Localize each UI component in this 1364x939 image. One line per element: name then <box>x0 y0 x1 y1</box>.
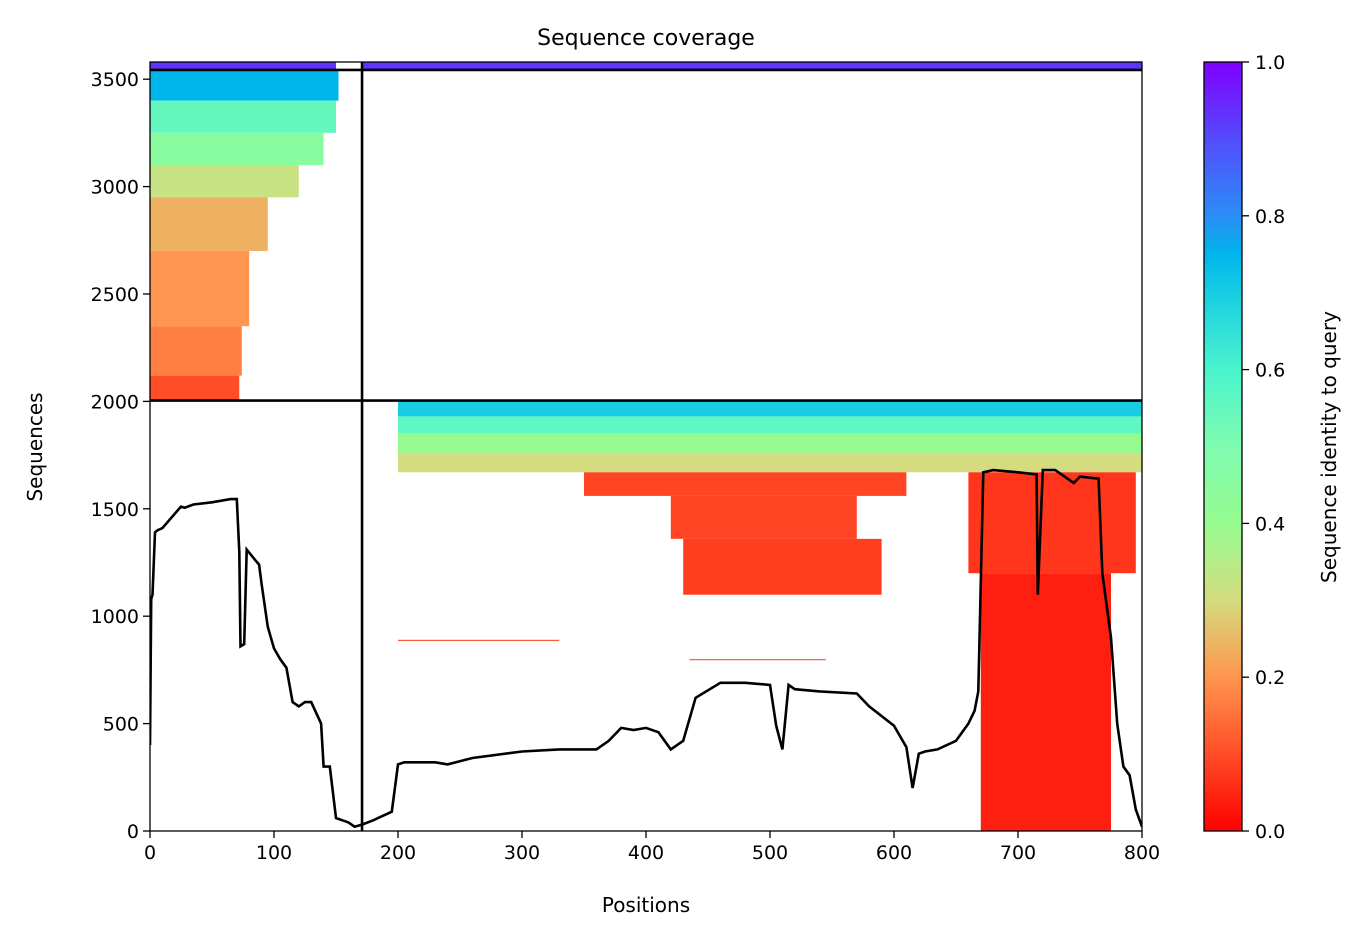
colorbar-tick-label: 0.6 <box>1255 360 1285 382</box>
y-tick-label: 3000 <box>91 177 139 199</box>
coverage-block <box>398 433 1142 453</box>
x-tick-label: 500 <box>752 842 788 864</box>
chart-title: Sequence coverage <box>537 26 755 51</box>
y-tick-label: 1500 <box>91 499 139 521</box>
x-tick-label: 300 <box>504 842 540 864</box>
y-tick-label: 2500 <box>91 284 139 306</box>
coverage-block <box>150 100 336 133</box>
x-axis-label: Positions <box>602 893 690 917</box>
coverage-block <box>150 197 268 252</box>
x-tick-label: 200 <box>380 842 416 864</box>
colorbar-tick-label: 0.2 <box>1255 667 1285 689</box>
coverage-block <box>150 326 242 376</box>
x-tick-label: 100 <box>256 842 292 864</box>
colorbar-tick-label: 0.0 <box>1255 821 1285 843</box>
x-tick-label: 800 <box>1124 842 1160 864</box>
coverage-block <box>150 165 299 198</box>
colorbar-tick-label: 1.0 <box>1255 52 1285 74</box>
coverage-block <box>683 538 882 595</box>
colorbar-label: Sequence identity to query <box>1317 311 1341 583</box>
coverage-block <box>398 416 1142 434</box>
x-tick-label: 0 <box>144 842 156 864</box>
coverage-block <box>980 573 1111 831</box>
x-tick-label: 600 <box>876 842 912 864</box>
colorbar-tick-label: 0.4 <box>1255 513 1285 535</box>
coverage-block <box>362 62 1142 70</box>
coverage-line <box>150 468 1142 829</box>
chain-boundaries <box>150 62 1142 831</box>
y-axis-label: Sequences <box>23 392 47 501</box>
y-tick-label: 1000 <box>91 606 139 628</box>
colorbar-ticks: 0.0 0.2 0.4 0.6 0.8 1.0 <box>1242 52 1285 843</box>
y-tick-label: 0 <box>127 821 139 843</box>
coverage-block <box>150 251 250 327</box>
coverage-block <box>150 69 339 101</box>
y-tick-label: 2000 <box>91 391 139 413</box>
coverage-block <box>150 132 324 166</box>
coverage-block <box>150 62 336 70</box>
y-tick-label: 3500 <box>91 69 139 91</box>
coverage-block <box>689 659 826 661</box>
colorbar <box>1203 61 1243 832</box>
coverage-block <box>968 472 1136 574</box>
coverage-block <box>398 400 1142 417</box>
x-tick-label: 400 <box>628 842 664 864</box>
coverage-block <box>584 472 907 496</box>
coverage-block <box>150 375 240 401</box>
x-tick-label: 700 <box>1000 842 1036 864</box>
y-tick-label: 500 <box>103 714 139 736</box>
x-axis-ticks: 0 100 200 300 400 500 600 700 800 <box>144 831 1160 864</box>
coverage-block <box>398 452 1142 473</box>
coverage-block <box>398 639 560 641</box>
colorbar-tick-label: 0.8 <box>1255 206 1285 228</box>
coverage-blocks <box>150 62 1142 831</box>
y-axis-ticks: 0 500 1000 1500 2000 2500 3000 3500 <box>91 69 150 843</box>
coverage-block <box>670 495 857 539</box>
